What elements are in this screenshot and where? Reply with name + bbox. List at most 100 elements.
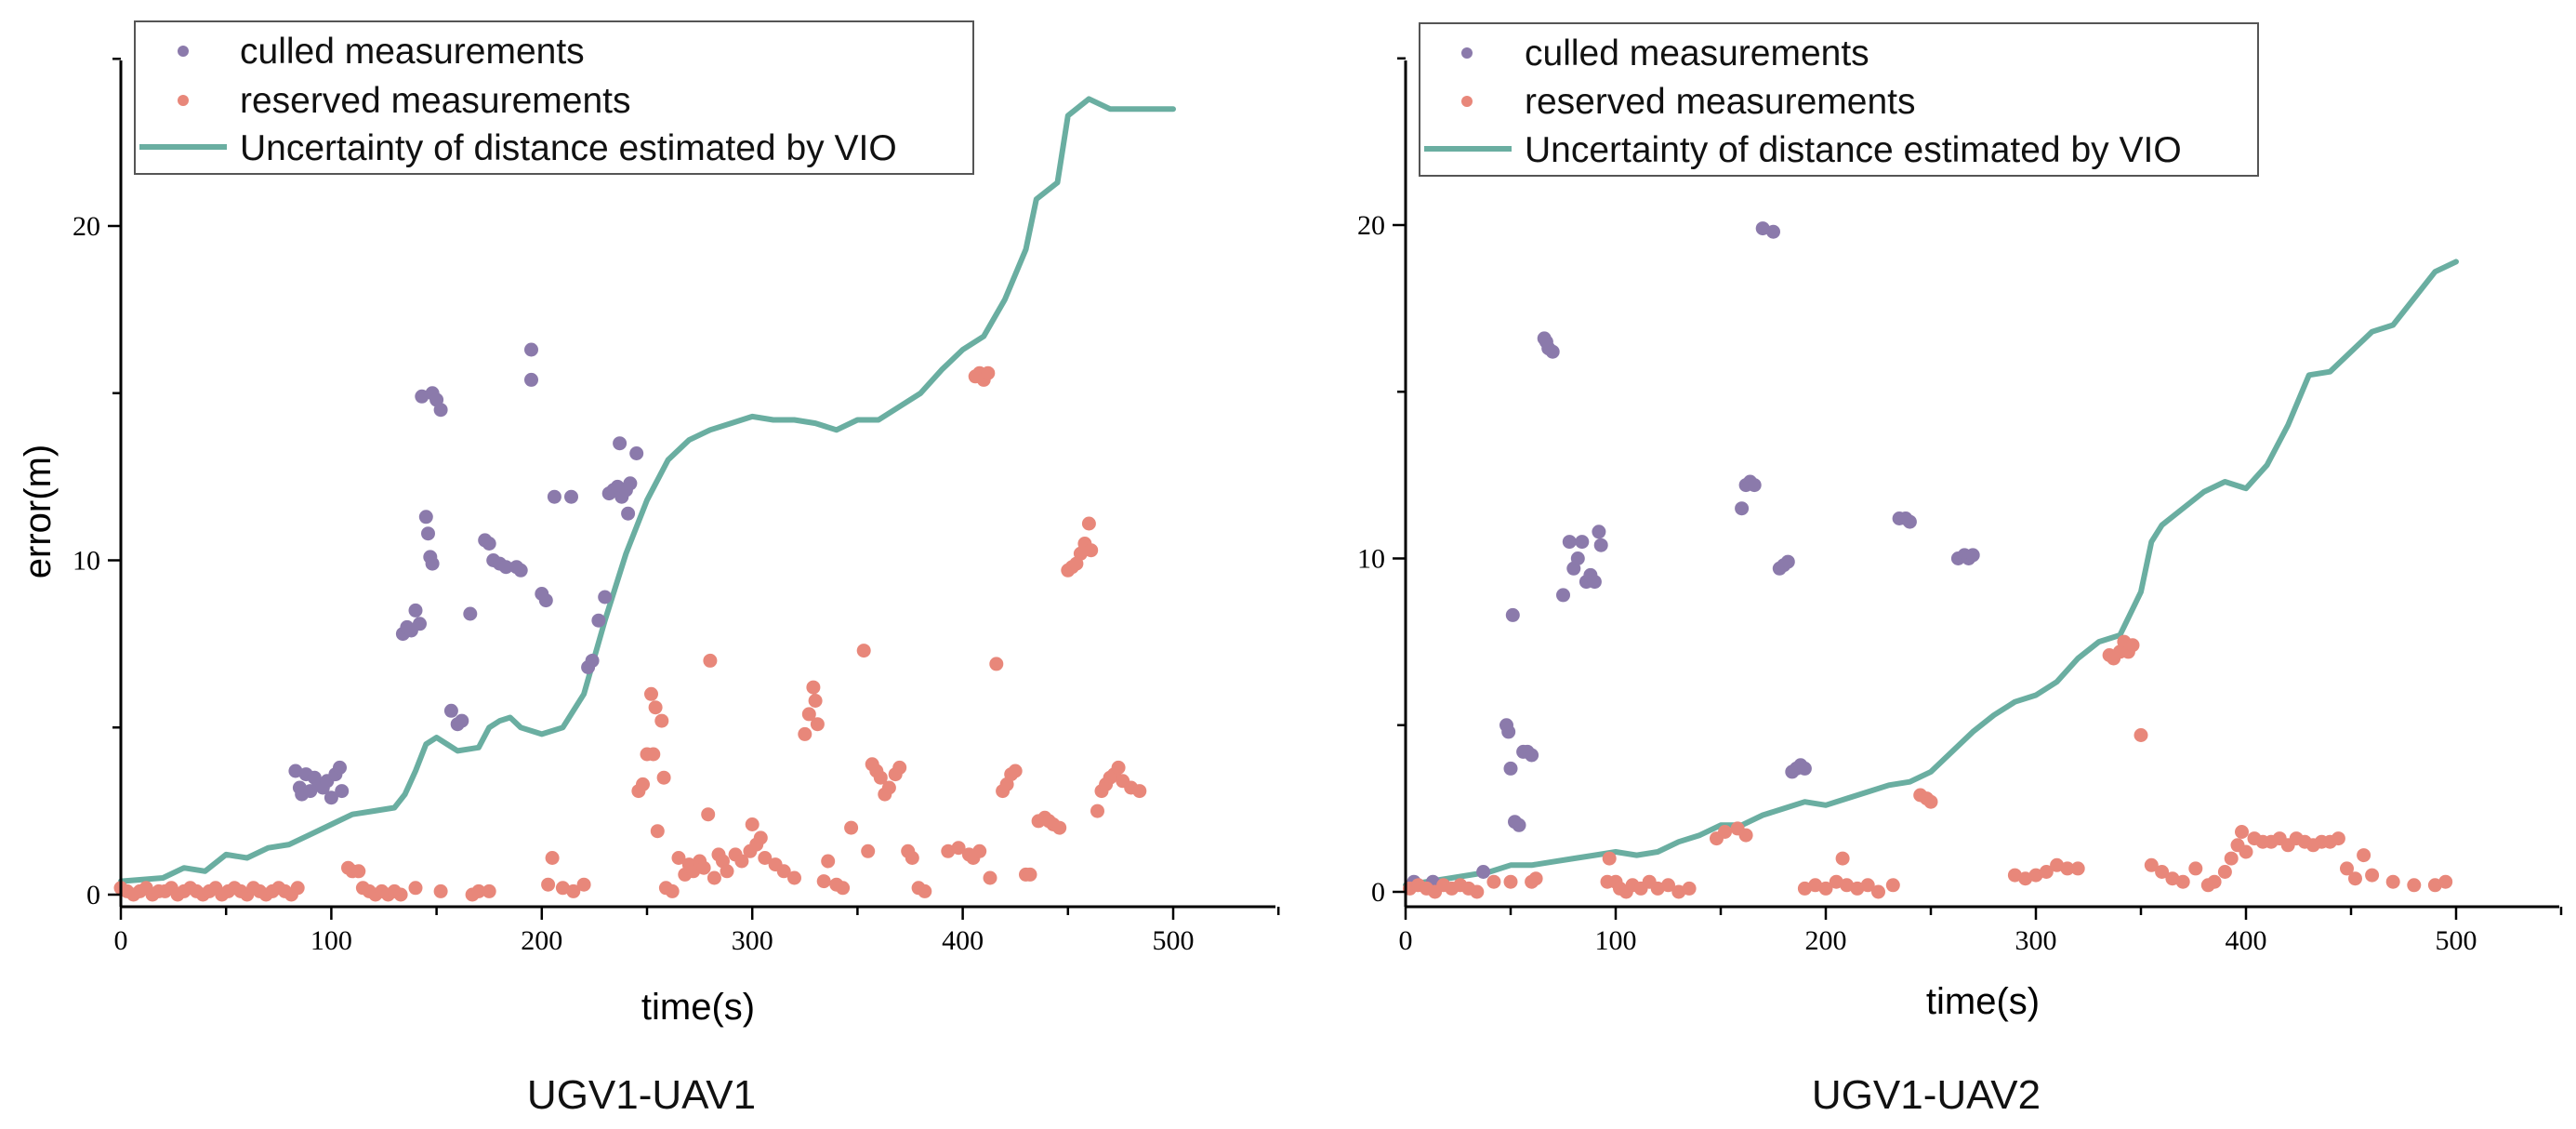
- culled-point: [1505, 607, 1520, 622]
- reserved-point: [545, 851, 560, 865]
- uncertainty-line-group: [1403, 259, 2459, 888]
- reserved-point: [656, 770, 671, 785]
- reserved-point: [646, 747, 661, 762]
- reserved-point: [701, 807, 716, 822]
- x-tick-label: 300: [2015, 925, 2057, 956]
- reserved-point: [905, 851, 919, 865]
- culled-point: [443, 703, 458, 718]
- culled-point: [498, 560, 513, 575]
- reserved-point: [707, 870, 721, 885]
- reserved-point: [1682, 881, 1697, 896]
- culled-point: [524, 342, 538, 357]
- culled-point: [1780, 554, 1795, 569]
- legend-box: [134, 20, 974, 175]
- reserved-point: [873, 770, 888, 785]
- culled-point: [413, 617, 427, 631]
- reserved-point: [810, 717, 825, 732]
- reserved-point: [941, 843, 956, 858]
- culled-point: [1593, 538, 1608, 552]
- reserved-point: [2357, 848, 2371, 863]
- reserved-point: [2348, 871, 2362, 886]
- x-tick-label: 400: [2226, 925, 2267, 956]
- legend: culled measurements reserved measurement…: [1419, 22, 2259, 177]
- reserved-point: [1808, 878, 1823, 893]
- y-tick-label: 0: [86, 880, 100, 910]
- reserved-point: [989, 657, 1004, 671]
- culled-point: [421, 526, 435, 541]
- legend-marker-culled: [1461, 47, 1473, 59]
- reserved-point: [808, 694, 823, 708]
- reserved-point: [816, 874, 831, 889]
- reserved-point: [471, 883, 486, 898]
- reserved-point: [648, 700, 663, 715]
- reserved-point: [2207, 874, 2222, 889]
- reserved-point: [2144, 857, 2159, 872]
- legend-label-uncertainty: Uncertainty of distance estimated by VIO: [240, 128, 897, 168]
- culled-point: [415, 389, 429, 404]
- reserved-point: [1829, 874, 1843, 889]
- reserved-point: [1486, 874, 1501, 889]
- culled-point: [513, 563, 528, 578]
- culled-point: [1476, 865, 1491, 879]
- culled-point: [564, 489, 578, 504]
- x-ticks: 0 100 200 300 400 500: [1399, 907, 2563, 956]
- culled-point: [1525, 748, 1539, 763]
- reserved-point: [290, 881, 305, 896]
- reserved-point: [951, 841, 966, 856]
- reserved-point: [1835, 851, 1850, 866]
- y-tick-label: 20: [1357, 210, 1385, 241]
- reserved-point: [2155, 865, 2170, 879]
- reserved-point: [1797, 881, 1812, 896]
- panel-caption: UGV1-UAV2: [1812, 1072, 2041, 1118]
- y-axis-title: error(m): [18, 445, 59, 578]
- reserved-point: [2365, 868, 2380, 883]
- reserved-point: [1738, 828, 1753, 843]
- reserved-point: [1111, 760, 1126, 775]
- culled-point: [1501, 724, 1516, 739]
- x-tick-label: 100: [1595, 925, 1637, 956]
- culled-point: [1902, 514, 1917, 529]
- reserved-point: [1528, 871, 1543, 886]
- x-tick-label: 100: [310, 925, 352, 956]
- reserved-point: [1718, 825, 1732, 839]
- reserved-point: [408, 881, 423, 896]
- y-ticks: 0 10 20: [73, 58, 121, 910]
- reserved-point: [2340, 861, 2354, 876]
- legend-label-culled: culled measurements: [1525, 33, 1869, 73]
- reserved-point: [798, 726, 812, 741]
- reserved-point: [1081, 516, 1096, 531]
- y-tick-label: 10: [1357, 544, 1385, 575]
- culled-point: [623, 476, 638, 491]
- reserved-point: [801, 707, 816, 722]
- culled-point: [598, 590, 613, 604]
- culled-point: [547, 489, 561, 504]
- reserved-point: [2028, 868, 2043, 883]
- reserved-point: [1470, 884, 1485, 899]
- reserved-point: [1661, 878, 1675, 893]
- uncertainty-line: [118, 96, 1176, 884]
- reserved-point: [2007, 868, 2022, 883]
- y-tick-label: 20: [73, 211, 100, 242]
- reserved-point: [981, 365, 996, 380]
- x-tick-label: 200: [1805, 925, 1847, 956]
- culled-point: [585, 653, 600, 668]
- reserved-point: [1818, 881, 1833, 896]
- legend: culled measurements reserved measurement…: [134, 20, 974, 175]
- reserved-point: [654, 713, 669, 728]
- reserved-point: [1023, 867, 1037, 882]
- reserved-point: [351, 864, 366, 879]
- culled-point: [1556, 588, 1570, 603]
- reserved-point: [2438, 874, 2453, 889]
- reserved-point: [644, 686, 658, 701]
- reserved-points-group: [113, 365, 1147, 902]
- reserved-point: [696, 860, 711, 875]
- reserved-point: [720, 864, 734, 879]
- y-ticks: 0 10 20: [1357, 57, 1406, 908]
- reserved-point: [2239, 844, 2253, 859]
- reserved-point: [2050, 857, 2065, 872]
- culled-point: [538, 593, 553, 608]
- legend-label-reserved: reserved measurements: [1525, 82, 1916, 122]
- x-tick-label: 0: [1399, 925, 1413, 956]
- reserved-point: [482, 883, 496, 898]
